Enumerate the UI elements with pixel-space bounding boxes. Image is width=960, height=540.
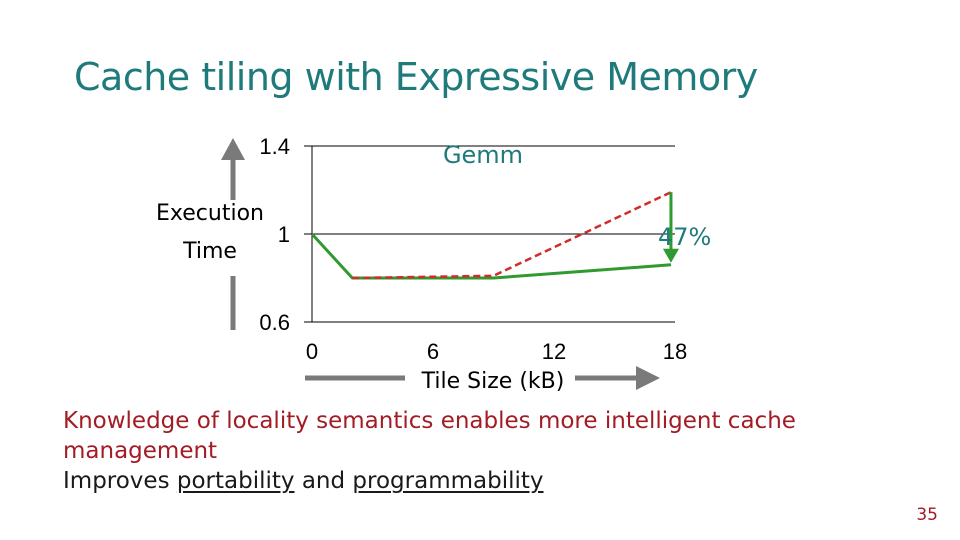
programmability-word: programmability [352, 468, 544, 494]
gemm-line-chart: Gemm 1.4 1 0.6 0 6 12 18 Execution Time … [156, 134, 711, 394]
y-axis-label-line2: Time [182, 239, 237, 264]
y-tick-label: 0.6 [259, 310, 290, 335]
y-axis-label-line1: Execution [156, 201, 264, 226]
bullet-locality: Knowledge of locality semantics enables … [63, 408, 796, 464]
x-tick-label: 0 [306, 339, 318, 364]
slide-title: Cache tiling with Expressive Memory [74, 55, 758, 99]
x-tick-label: 6 [427, 339, 439, 364]
y-tick-label: 1 [278, 222, 290, 247]
y-axis [304, 145, 313, 323]
series-lines [310, 191, 672, 280]
bullet-improves-mid: and [294, 468, 353, 494]
x-label-backdrop [405, 362, 575, 392]
bullet-improves: Improves portability and programmability [63, 466, 923, 496]
green-series-line [310, 232, 672, 280]
page-number: 35 [916, 505, 938, 525]
y-axis-arrow [221, 138, 245, 330]
portability-word: portability [176, 468, 295, 494]
x-axis-label: Tile Size (kB) [421, 369, 565, 394]
drop-arrow [662, 192, 679, 263]
x-tick-label: 12 [542, 339, 566, 364]
y-tick-label: 1.4 [259, 134, 290, 159]
red-series-line [352, 191, 672, 280]
bullet-improves-prefix: Improves [63, 468, 177, 494]
x-tick-label: 18 [663, 339, 687, 364]
slide-bullets: Knowledge of locality semantics enables … [63, 406, 923, 496]
chart-title: Gemm [443, 141, 523, 169]
grid-lines [312, 145, 675, 323]
drop-arrow-head [662, 248, 679, 263]
drop-annotation: 47% [658, 223, 711, 251]
